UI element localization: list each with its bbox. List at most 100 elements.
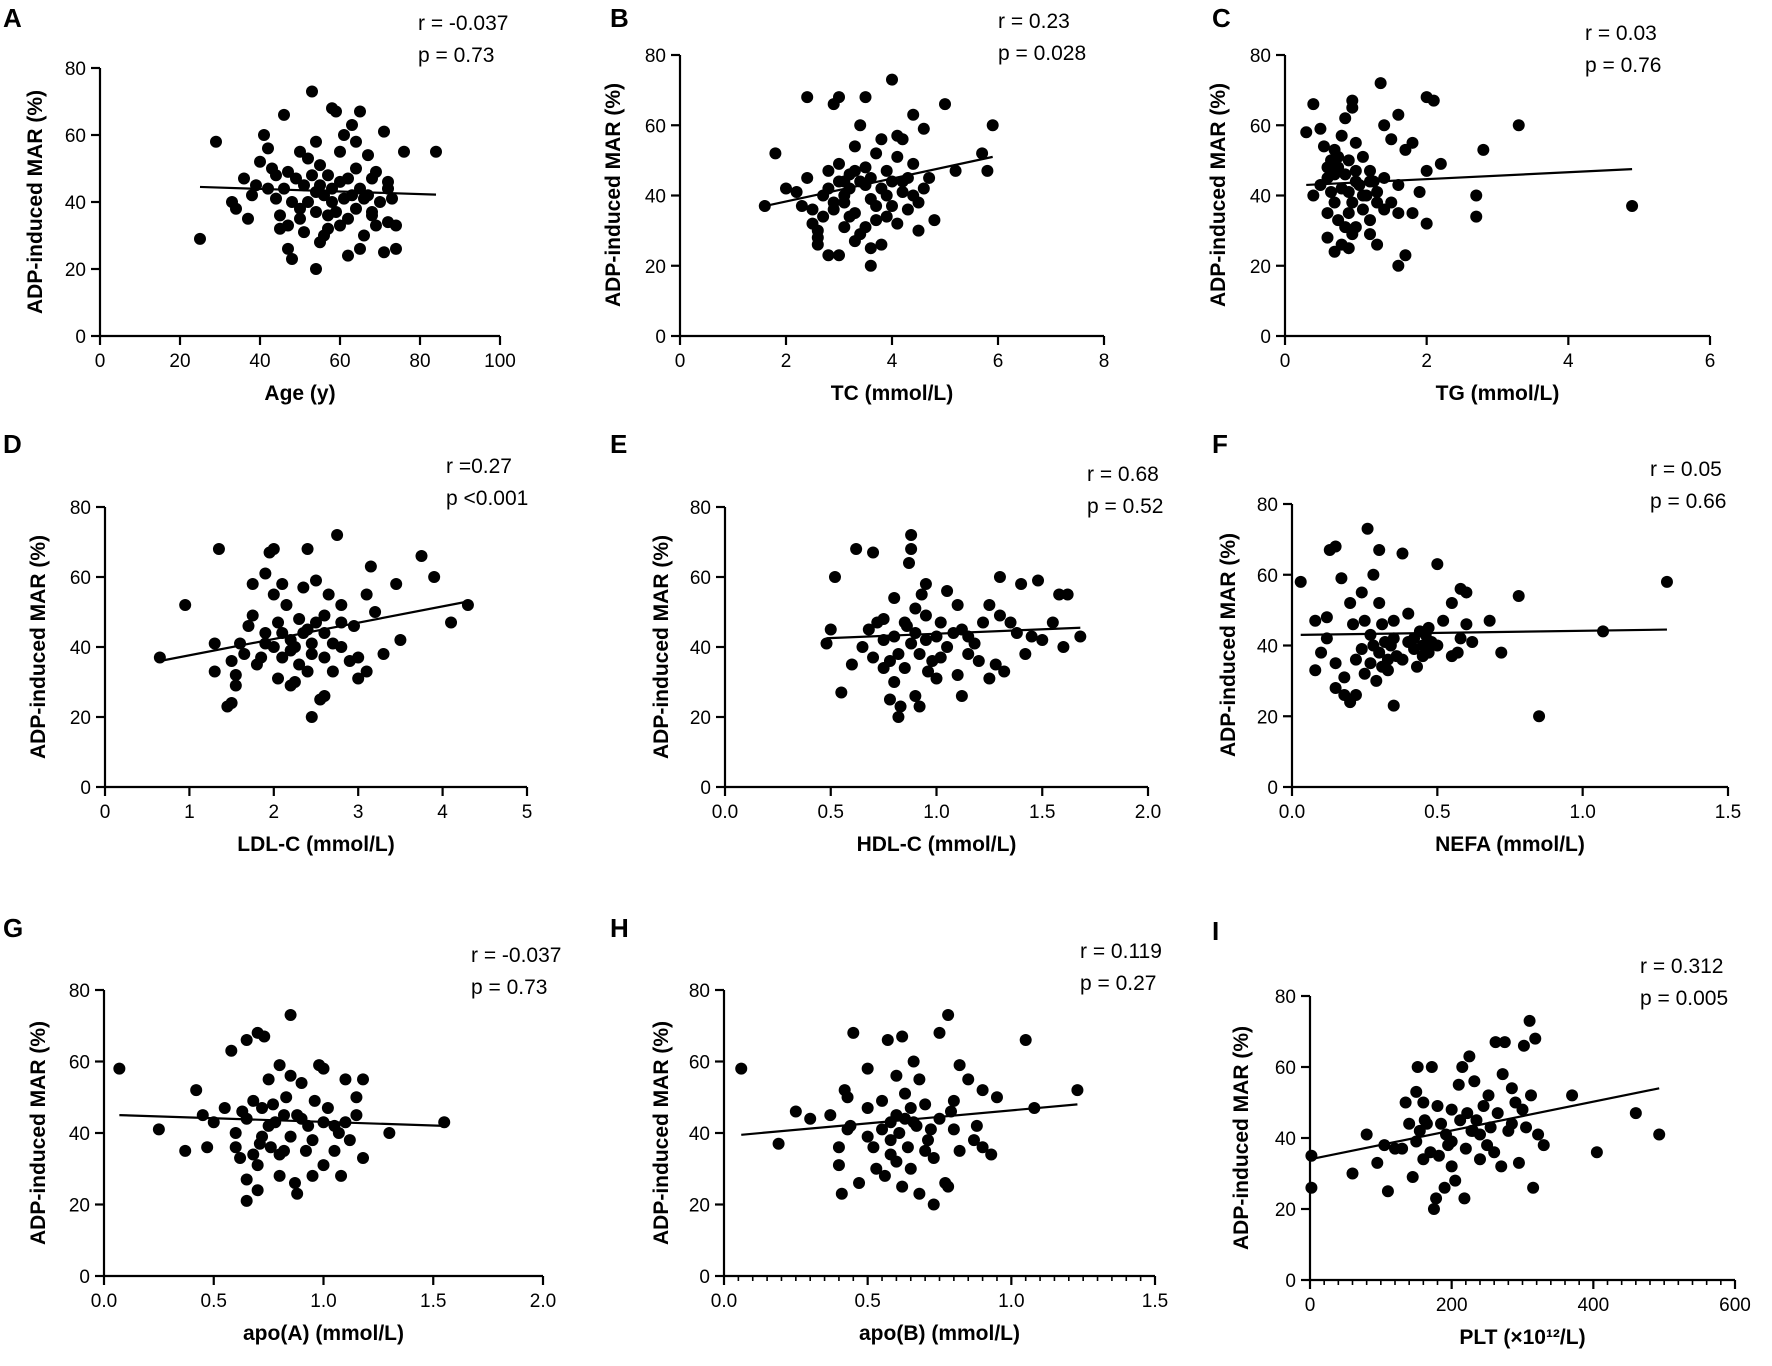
data-point-i (1527, 1181, 1540, 1194)
data-point-h (907, 1055, 920, 1068)
x-axis-label-a: Age (y) (264, 382, 335, 405)
data-point-a (342, 249, 354, 262)
data-point-d (445, 616, 458, 629)
data-point-a (270, 169, 282, 182)
data-point-f (1309, 614, 1322, 627)
data-point-g (335, 1169, 348, 1182)
panel-h: H 0 20 40 60 80 0.0 0.5 1.0 1.5 apo(B) (mmol/L) ADP… (610, 913, 1168, 1345)
data-point-d (267, 543, 280, 555)
data-point-c (1325, 185, 1338, 198)
x-tick-label-b: 4 (887, 351, 898, 372)
data-point-e (930, 672, 943, 685)
data-point-d (259, 567, 272, 580)
data-point-c (1470, 189, 1483, 202)
data-point-h (832, 1159, 845, 1172)
panel-c: C 0 20 40 60 80 0 2 4 6 TG (mmol/L) ADP-induced MAR… (1207, 3, 1715, 405)
data-point-f (1410, 660, 1423, 673)
data-point-i (1305, 1181, 1318, 1194)
data-point-b (854, 119, 867, 132)
data-point-i (1512, 1156, 1525, 1169)
data-point-g (262, 1073, 275, 1086)
regression-line-e (826, 626, 1081, 640)
data-point-f (1402, 607, 1415, 620)
data-point-a (326, 196, 338, 208)
x-tick-label-e: 0.0 (712, 802, 738, 823)
data-point-d (318, 609, 331, 622)
y-tick-label-c: 60 (1250, 116, 1271, 137)
panel-i: I 0 20 40 60 80 0 200 400 600 PLT (×10¹²/L) ADP-ind… (1212, 916, 1751, 1349)
data-point-f (1445, 597, 1458, 610)
data-point-c (1392, 259, 1405, 272)
regression-line-b (764, 155, 993, 208)
data-point-a (310, 206, 322, 219)
data-point-d (280, 599, 293, 611)
panel-letter-d: D (3, 429, 22, 459)
data-point-g (229, 1141, 242, 1154)
data-point-h (878, 1169, 891, 1182)
data-point-b (875, 133, 888, 146)
y-tick-label-d: 60 (70, 568, 91, 589)
data-point-h (919, 1144, 932, 1157)
y-tick-label-e: 60 (690, 568, 711, 589)
y-tick-label-d: 40 (70, 638, 91, 659)
data-point-a (350, 162, 362, 175)
x-axis-label-d: LDL-C (mmol/L) (237, 833, 394, 856)
data-point-h (947, 1123, 960, 1136)
data-point-d (272, 672, 285, 685)
data-point-f (1349, 653, 1362, 666)
data-point-g (229, 1127, 242, 1139)
data-point-h (901, 1141, 914, 1154)
data-point-e (1074, 630, 1087, 643)
data-point-a (350, 135, 362, 148)
data-point-f (1451, 646, 1464, 659)
data-point-i (1449, 1174, 1462, 1187)
y-tick-label-i: 40 (1275, 1129, 1296, 1150)
data-point-d (305, 637, 318, 650)
x-tick-label-f: 0.0 (1279, 802, 1305, 823)
data-point-c (1378, 119, 1391, 132)
data-point-a (282, 242, 294, 255)
r-value-f: r = 0.05 (1650, 458, 1722, 481)
x-tick-label-i: 600 (1719, 1295, 1751, 1316)
data-point-g (308, 1094, 321, 1107)
data-point-i (1523, 1014, 1536, 1027)
data-point-a (310, 263, 322, 275)
r-value-b: r = 0.23 (998, 10, 1070, 33)
y-tick-label-g: 60 (69, 1053, 90, 1074)
data-point-a (346, 118, 358, 131)
data-point-e (913, 648, 926, 660)
data-point-d (394, 634, 407, 646)
p-value-f: p = 0.66 (1650, 490, 1726, 513)
p-value-i: p = 0.005 (1640, 987, 1728, 1010)
y-tick-label-b: 40 (645, 187, 666, 208)
data-point-h (824, 1109, 837, 1122)
data-point-i (1520, 1121, 1533, 1134)
data-point-b (907, 157, 920, 170)
data-point-f (1483, 614, 1496, 627)
data-point-b (817, 210, 830, 223)
p-value-g: p = 0.73 (471, 976, 547, 999)
data-point-e (919, 578, 932, 590)
data-point-g (240, 1034, 253, 1047)
data-point-i (1360, 1128, 1373, 1141)
x-tick-label-g: 0.0 (91, 1291, 117, 1312)
y-tick-label-e: 80 (690, 498, 711, 519)
data-point-c (1427, 94, 1440, 107)
p-value-b: p = 0.028 (998, 42, 1086, 65)
data-point-b (949, 164, 962, 177)
data-point-e (1046, 616, 1059, 629)
x-axis-label-f: NEFA (mmol/L) (1435, 833, 1585, 856)
x-tick-label-d: 5 (522, 802, 533, 823)
data-point-g (277, 1109, 290, 1122)
data-point-e (955, 690, 968, 702)
data-point-e (900, 620, 913, 632)
data-point-e (888, 676, 901, 688)
x-tick-label-c: 4 (1563, 351, 1574, 372)
data-point-c (1371, 185, 1384, 198)
data-point-f (1660, 575, 1673, 588)
data-point-a (286, 196, 298, 208)
data-point-a (318, 189, 330, 202)
data-point-f (1396, 653, 1409, 666)
data-point-e (951, 599, 964, 611)
data-point-h (947, 1094, 960, 1107)
